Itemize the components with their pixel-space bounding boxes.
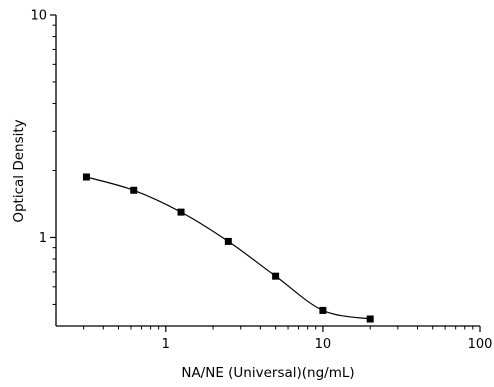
data-point-marker xyxy=(366,315,374,323)
y-tick-label: 1 xyxy=(39,231,47,246)
fit-curve xyxy=(86,176,371,320)
data-point-marker xyxy=(319,306,327,314)
x-tick-label: 100 xyxy=(468,337,493,352)
x-tick-label: 10 xyxy=(315,337,332,352)
data-point-marker xyxy=(272,272,280,280)
data-points-layer xyxy=(82,173,374,323)
fit-curve-layer xyxy=(86,176,371,320)
data-point-marker xyxy=(82,173,90,181)
y-axis-title: Optical Density xyxy=(11,119,27,222)
data-point-marker xyxy=(177,208,185,216)
data-point-marker xyxy=(224,237,232,245)
axis-ticks: 1 10 100 1 10 xyxy=(30,9,492,353)
axes xyxy=(55,15,480,327)
x-tick-label: 1 xyxy=(162,337,170,352)
x-axis-title: NA/NE (Universal)(ng/mL) xyxy=(181,365,354,381)
data-point-marker xyxy=(130,186,138,194)
y-tick-label: 10 xyxy=(30,9,47,24)
